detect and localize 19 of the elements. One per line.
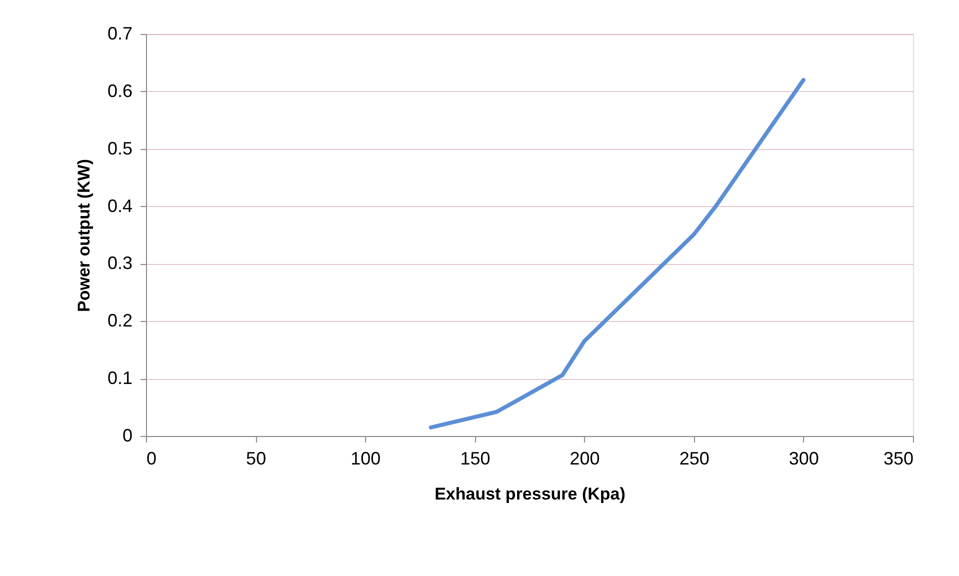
x-tick-label: 350 — [883, 448, 914, 468]
y-tick-label: 0 — [122, 426, 132, 446]
y-tick-label: 0.6 — [107, 80, 132, 101]
y-tick-label: 0.3 — [107, 253, 132, 274]
y-tick-label: 0.7 — [107, 24, 132, 44]
x-tick-label: 150 — [460, 448, 490, 468]
y-axis-title: Power output (KW) — [74, 159, 94, 312]
x-axis-title: Exhaust pressure (Kpa) — [434, 484, 626, 504]
x-tick-label: 100 — [350, 448, 381, 468]
x-tick-label: 0 — [146, 448, 157, 468]
y-tick-label: 0.2 — [107, 310, 132, 331]
y-tick-label: 0.5 — [107, 138, 132, 158]
x-tick-label: 250 — [679, 448, 710, 468]
x-tick-label: 200 — [570, 448, 600, 468]
x-tick-label: 50 — [246, 448, 266, 468]
x-tick-label: 300 — [788, 448, 819, 468]
y-tick-label: 0.4 — [107, 196, 132, 216]
line-series — [428, 78, 806, 430]
y-tick-label: 0.1 — [107, 368, 132, 388]
